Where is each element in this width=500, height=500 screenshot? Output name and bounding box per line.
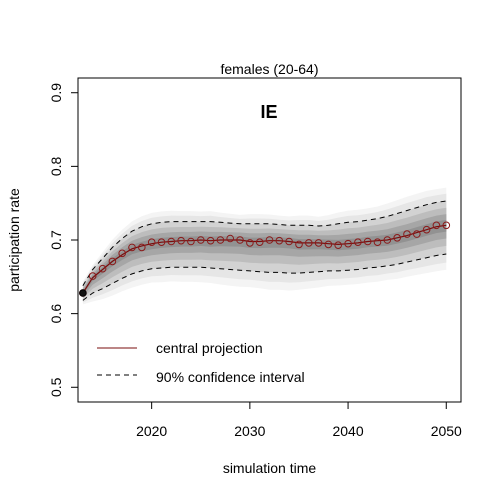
fan-band-layer xyxy=(82,187,447,305)
data-point xyxy=(305,239,313,247)
data-point xyxy=(265,236,274,244)
data-point xyxy=(236,236,244,244)
y-tick-label: 0.8 xyxy=(48,156,64,176)
data-point xyxy=(206,236,215,245)
data-point xyxy=(403,230,411,238)
x-tick-label: 2020 xyxy=(136,423,167,439)
central-projection-line xyxy=(82,224,447,294)
data-point xyxy=(295,240,303,249)
y-axis-title: participation rate xyxy=(6,188,22,292)
x-tick-label: 2040 xyxy=(332,423,363,439)
fan-band-6 xyxy=(82,219,447,295)
data-point xyxy=(246,239,254,247)
data-point xyxy=(383,236,392,244)
data-point xyxy=(138,243,146,252)
data-point xyxy=(275,236,284,245)
data-point xyxy=(167,237,176,246)
data-point xyxy=(363,237,372,246)
x-axis-title: simulation time xyxy=(223,460,317,476)
ci90-lower-line xyxy=(82,253,447,301)
data-point xyxy=(413,230,421,238)
data-point xyxy=(314,239,323,247)
data-point xyxy=(432,221,441,230)
data-point xyxy=(285,237,293,246)
data-point xyxy=(118,249,126,258)
data-point xyxy=(442,221,451,230)
data-point xyxy=(422,225,431,234)
data-point xyxy=(255,238,264,246)
legend: central projection 90% confidence interv… xyxy=(97,340,305,385)
panel-label: IE xyxy=(260,102,277,122)
data-point xyxy=(324,240,333,249)
data-point xyxy=(88,272,97,280)
data-point xyxy=(197,236,205,244)
data-point xyxy=(177,236,185,245)
data-point-start xyxy=(79,289,87,297)
data-point xyxy=(226,234,234,243)
data-point xyxy=(187,237,195,246)
data-point xyxy=(157,238,166,246)
ci90-upper-line xyxy=(82,200,447,286)
fan-band-5 xyxy=(82,214,447,297)
data-point xyxy=(334,241,343,249)
legend-label-confidence-interval: 90% confidence interval xyxy=(156,369,305,385)
legend-label-central-projection: central projection xyxy=(156,340,263,356)
y-tick-label: 0.7 xyxy=(48,230,64,250)
data-point xyxy=(108,257,117,266)
x-tick-label: 2030 xyxy=(234,423,265,439)
series-layer xyxy=(79,200,451,301)
x-tick-label: 2050 xyxy=(431,423,462,439)
data-point xyxy=(373,238,382,246)
y-tick-label: 0.5 xyxy=(48,377,64,397)
y-tick-label: 0.6 xyxy=(48,304,64,324)
axis-layer: 2020 2030 2040 2050 0.5 0.6 0.7 0.8 0.9 xyxy=(48,83,462,439)
data-point xyxy=(128,243,136,252)
data-point xyxy=(147,238,156,246)
y-tick-label: 0.9 xyxy=(48,83,64,103)
data-point xyxy=(216,236,225,244)
data-point xyxy=(393,234,402,242)
data-point xyxy=(354,238,362,246)
chart-title: females (20-64) xyxy=(220,61,318,77)
data-point xyxy=(98,264,107,273)
data-point xyxy=(344,239,352,248)
